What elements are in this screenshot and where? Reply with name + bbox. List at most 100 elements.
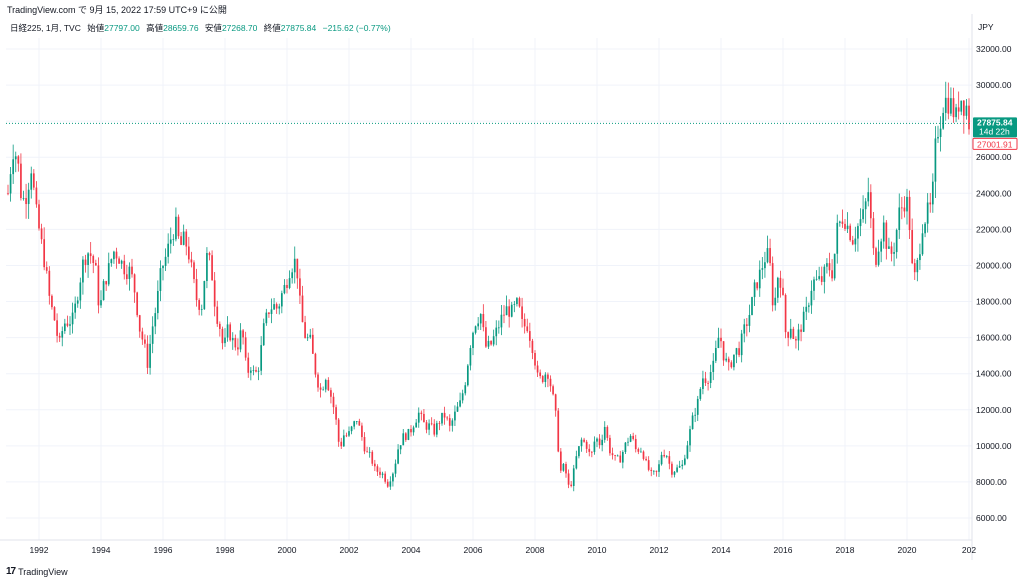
candle-up xyxy=(306,337,309,339)
candle-down xyxy=(503,314,505,316)
candle-down xyxy=(634,438,637,450)
candle-up xyxy=(593,441,596,453)
high-value: 28659.76 xyxy=(163,23,199,33)
candle-down xyxy=(208,252,211,256)
brand-name: TradingView xyxy=(18,566,68,577)
candle-down xyxy=(611,453,614,456)
candle-up xyxy=(22,198,25,199)
candle-down xyxy=(115,251,118,259)
candle-up xyxy=(278,306,281,309)
symbol-label[interactable]: 日経225, 1月, TVC xyxy=(10,23,81,33)
candle-up xyxy=(102,281,105,301)
candle-down xyxy=(585,441,588,449)
candle-down xyxy=(606,426,609,438)
candle-down xyxy=(526,326,529,332)
candle-up xyxy=(348,431,350,436)
last-price-tag[interactable] xyxy=(973,117,1017,138)
candle-up xyxy=(740,333,743,356)
candle-up xyxy=(394,463,397,474)
candle-down xyxy=(559,451,562,471)
candle-up xyxy=(397,449,399,464)
candle-down xyxy=(58,335,61,338)
candle-up xyxy=(399,445,402,450)
high-label: 高値 xyxy=(146,23,164,33)
candle-up xyxy=(717,337,720,348)
candle-up xyxy=(262,323,265,346)
candle-up xyxy=(815,278,818,280)
candle-up xyxy=(456,406,459,412)
candle-down xyxy=(547,374,549,379)
candle-up xyxy=(79,282,82,301)
candle-up xyxy=(673,471,676,475)
candle-down xyxy=(485,327,487,347)
candle-up xyxy=(686,445,689,459)
x-tick-label: 2018 xyxy=(836,545,855,555)
currency-label[interactable]: JPY xyxy=(978,22,994,32)
candle-down xyxy=(384,473,387,482)
x-tick-label: 2020 xyxy=(898,545,917,555)
open-label: 始値 xyxy=(87,23,105,33)
candle-up xyxy=(293,258,296,273)
candle-up xyxy=(942,112,945,129)
candle-down xyxy=(521,306,523,319)
candle-down xyxy=(193,262,195,280)
candle-down xyxy=(255,370,257,372)
candle-up xyxy=(857,226,859,239)
secondary-price-value: 27001.91 xyxy=(977,139,1013,149)
x-tick-label: 2004 xyxy=(402,545,421,555)
candle-down xyxy=(554,394,557,411)
candle-up xyxy=(355,421,358,422)
candle-up xyxy=(516,298,518,305)
candle-up xyxy=(469,348,472,366)
footer-brand[interactable]: 17 TradingView xyxy=(6,566,68,577)
candle-up xyxy=(14,156,17,160)
candle-up xyxy=(61,331,64,338)
candle-down xyxy=(195,279,198,301)
candle-up xyxy=(322,389,325,391)
candle-up xyxy=(965,105,968,116)
y-tick-label: 14000.00 xyxy=(976,369,1012,379)
candle-up xyxy=(652,470,655,472)
candle-up xyxy=(63,323,66,332)
candle-up xyxy=(459,400,461,407)
candle-up xyxy=(200,309,203,310)
candle-up xyxy=(810,290,813,306)
candle-down xyxy=(335,407,337,420)
candle-up xyxy=(100,300,102,306)
candle-up xyxy=(280,293,283,307)
x-tick-label: 2014 xyxy=(712,545,731,555)
candle-up xyxy=(681,464,684,467)
candle-up xyxy=(451,420,454,426)
y-tick-label: 26000.00 xyxy=(976,152,1012,162)
candle-up xyxy=(172,239,175,241)
candle-up xyxy=(678,466,681,468)
candle-down xyxy=(340,441,343,447)
candle-up xyxy=(955,107,957,118)
candle-up xyxy=(916,260,919,273)
candle-up xyxy=(291,272,294,279)
candle-up xyxy=(226,324,229,338)
candle-down xyxy=(94,263,97,266)
y-tick-label: 12000.00 xyxy=(976,405,1012,415)
candle-up xyxy=(159,268,162,291)
candle-up xyxy=(149,343,151,368)
candle-down xyxy=(745,324,748,326)
candle-down xyxy=(583,439,585,442)
secondary-price-tag[interactable] xyxy=(972,137,1018,150)
candle-up xyxy=(128,266,131,280)
candle-up xyxy=(283,284,286,294)
candle-up xyxy=(30,173,33,190)
candle-up xyxy=(454,411,456,421)
candle-up xyxy=(712,360,715,373)
candle-up xyxy=(776,277,779,298)
candle-up xyxy=(818,276,821,279)
candle-down xyxy=(722,341,725,361)
candle-down xyxy=(35,187,38,205)
candle-up xyxy=(694,414,697,416)
close-value: 27875.84 xyxy=(280,23,317,33)
candle-up xyxy=(9,174,12,194)
candle-up xyxy=(492,336,495,345)
candle-down xyxy=(420,412,423,414)
candle-up xyxy=(107,263,110,285)
